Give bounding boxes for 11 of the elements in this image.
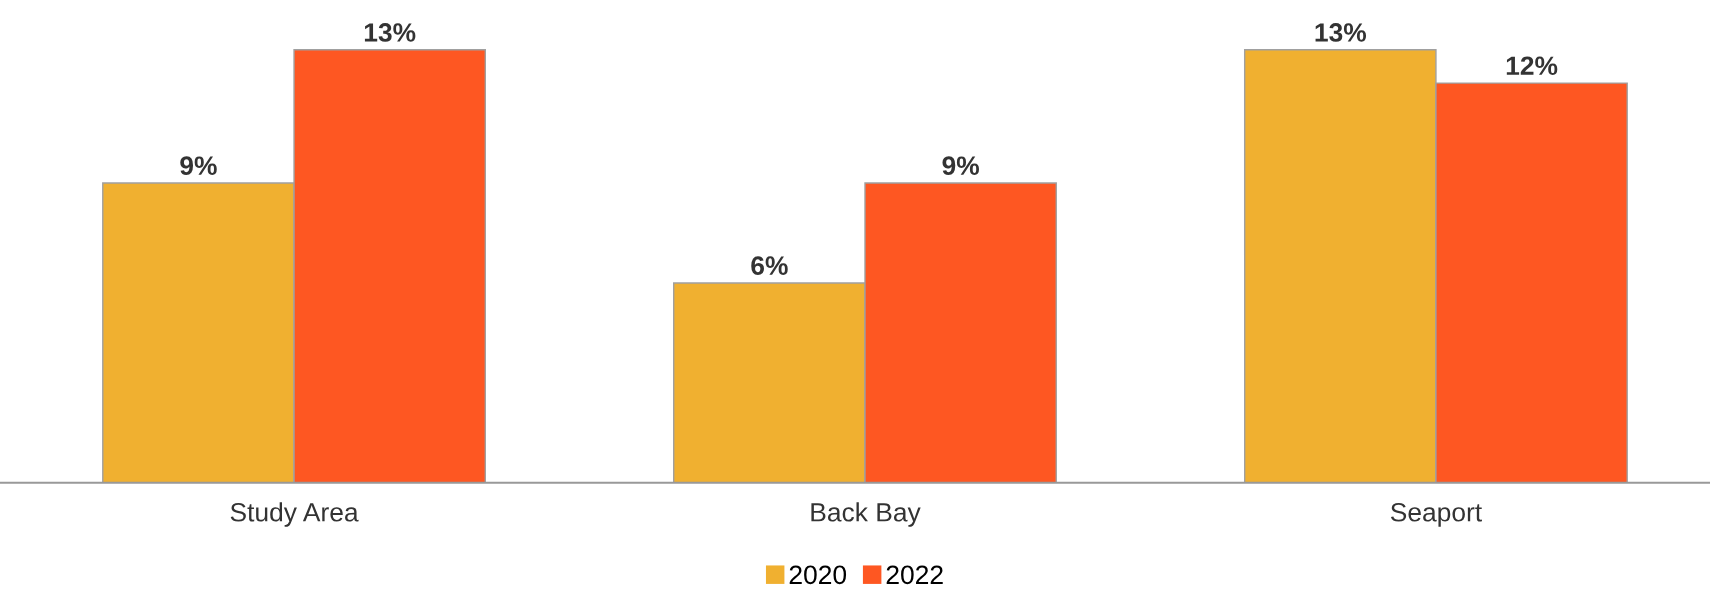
x-tick-label: Seaport xyxy=(1390,502,1482,527)
legend-label: 2022 xyxy=(886,565,943,585)
data-label: 13% xyxy=(364,23,416,42)
x-tick-label: Back Bay xyxy=(811,502,921,527)
data-label: 9% xyxy=(180,156,217,176)
legend-label: 2020 xyxy=(789,565,847,585)
x-tick-label: Study Area xyxy=(230,502,359,527)
data-label: 6% xyxy=(751,256,788,275)
data-label: 13% xyxy=(1315,23,1367,42)
data-label: 9% xyxy=(942,156,979,176)
data-label: 12% xyxy=(1506,56,1558,76)
